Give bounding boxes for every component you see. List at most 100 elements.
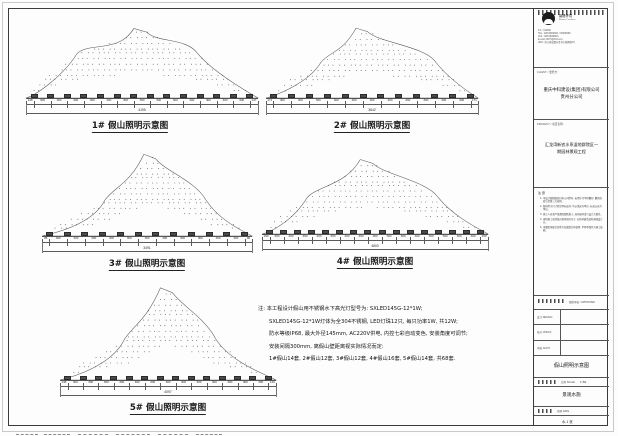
underwater-light-fixture	[287, 94, 295, 98]
extension-line	[276, 386, 277, 397]
dimension-tick	[144, 382, 146, 390]
overall-dimension-line	[266, 113, 478, 114]
paper-edge	[2, 2, 614, 432]
dimension-segment-label: 300	[414, 233, 420, 238]
signature-role-label: 校对 CHECK	[537, 331, 552, 335]
overall-dimension-label: 4800	[371, 243, 379, 248]
rockery-silhouette	[25, 24, 260, 99]
dimension-segment-label: 300	[405, 97, 411, 102]
dimension-segment-label: 300	[165, 379, 171, 384]
dimension-segment-label: 300	[456, 233, 462, 238]
dimension-tick	[166, 100, 168, 108]
drawing-caption-5: 5# 假山照明示意图	[129, 403, 207, 415]
dimension-segment-label: 171	[471, 97, 477, 102]
ground-line	[262, 234, 488, 235]
client-name-line-1: 重庆中科建设(集团)有限公司	[543, 88, 600, 93]
title-block-phase-row: 景观水施	[534, 387, 609, 407]
dimension-tick	[345, 100, 347, 108]
dimension-tick	[138, 238, 140, 246]
underwater-light-fixture	[467, 94, 475, 98]
dimension-segment-label: 148	[27, 97, 33, 102]
dimension-tick	[325, 236, 327, 244]
dimension-segment-label: 150	[481, 233, 487, 238]
trim-mark	[158, 434, 188, 435]
extension-line	[42, 242, 43, 253]
ground-line	[42, 236, 252, 237]
firm-contact-line: E-mail: dfzf79@163.com	[538, 39, 563, 42]
dimension-tick	[273, 100, 275, 108]
firm-contact-line: FAX.: 028-86398321	[538, 36, 559, 39]
elevation-drawing-1: 148 300 300 300 300 300 300 300 300 300 300 300 300 3…	[25, 24, 260, 133]
rockery-silhouette	[265, 26, 479, 99]
dimension-segment-label: 300	[181, 379, 186, 384]
dimension-segment-label: 300	[88, 379, 94, 384]
underwater-light-fixture	[323, 94, 331, 98]
dimension-segment-label: 300	[89, 97, 95, 102]
notes-line-4: 安装间隔300mm, 离假山壁距离视实际情况而定:	[269, 343, 384, 350]
underwater-light-fixture	[79, 376, 87, 380]
underwater-light-fixture	[234, 376, 242, 380]
dimension-segment-label: 300	[126, 235, 132, 240]
ground-line	[266, 98, 478, 99]
drawing-frame	[8, 8, 608, 426]
overall-dimension-line	[42, 251, 252, 252]
underwater-light-fixture	[45, 232, 53, 236]
client-name-line-2: 贵州分公司	[560, 95, 583, 100]
dimension-tick	[175, 382, 177, 390]
overall-dimension-label: 4195	[138, 107, 146, 112]
dimension-segment-label: 300	[134, 379, 140, 384]
dimension-segment-label: 300	[358, 233, 364, 238]
date-hatch-bar	[538, 409, 554, 413]
underwater-light-fixture	[47, 94, 55, 98]
ground-line	[26, 98, 258, 99]
underwater-light-fixture	[264, 376, 272, 380]
underwater-light-fixture	[163, 94, 171, 98]
dimension-segment-label: 300	[233, 235, 239, 240]
dimension-tick	[410, 236, 412, 244]
dimension-tick	[120, 238, 122, 246]
notes-line-1: 注: 本工程设计假山用不锈钢水下高光灯型号为: SXLED145G-12*1W;	[258, 306, 423, 312]
underwater-light-fixture	[97, 94, 104, 98]
approval-label: 图纸审核 / APPROVED	[569, 300, 595, 304]
underwater-light-fixture	[63, 232, 71, 236]
dimension-tick	[309, 100, 311, 108]
dimension-segment-label: 300	[302, 233, 308, 238]
drawing-caption-1: 1# 假山照明示意图	[91, 121, 169, 133]
drawing-caption-2: 2# 假山照明示意图	[333, 121, 411, 133]
dimension-tick	[363, 100, 365, 108]
underwater-light-fixture	[269, 94, 277, 98]
dimension-segment-label: 300	[351, 97, 357, 102]
dimension-segment-label: 300	[242, 379, 248, 384]
decorative-hatch-bar	[538, 10, 605, 15]
underwater-light-fixture	[172, 376, 180, 380]
dimension-segment-label: 147	[251, 97, 257, 102]
dimension-tick	[398, 100, 400, 108]
firm-contact-line: ADD.: 四川省成都市青羊区锦绣路8号	[538, 42, 576, 45]
underwater-light-fixture	[196, 94, 204, 98]
dimension-segment-label: 300	[372, 233, 378, 238]
scale-hatch-bar	[538, 380, 558, 384]
underwater-light-fixture	[110, 376, 118, 380]
extension-line	[26, 104, 27, 115]
dimension-segment-label: 300	[119, 379, 125, 384]
dimension-chain-line	[262, 240, 488, 241]
dimension-segment-label: 300	[428, 233, 434, 238]
dimension-tick	[283, 236, 285, 244]
dimension-segment-label: 171	[267, 97, 273, 102]
dimension-segment-label: 300	[73, 97, 79, 102]
rockery-silhouette	[261, 158, 490, 235]
dimension-segment-label: 300	[197, 235, 203, 240]
caution-note-item: 施工人员须严格遵照图纸施工, 如有疑问请与设计方联系。	[543, 213, 604, 216]
underwater-light-fixture	[213, 94, 221, 98]
dimension-tick	[269, 236, 271, 244]
notes-line-3: 防水等级IP68, 最大外径145mm, AC220V供电, 内控七彩自动变色,…	[269, 331, 468, 338]
dimension-segment-label: 300	[91, 235, 97, 240]
firm-identity: 巅峰环境 Believe Creations	[559, 13, 575, 21]
underwater-light-fixture	[322, 230, 330, 234]
dimension-tick	[268, 382, 270, 390]
overall-dimension-label: 3642	[368, 107, 376, 112]
dimension-tick	[160, 382, 162, 390]
dimension-tick	[291, 100, 293, 108]
title-block-cautions-row: 注 意 本设计图纸版权归本公司所有, 未经许可不得翻印, 翻用或转让给第三方使用…	[534, 188, 609, 296]
caution-note-list: 本设计图纸版权归本公司所有, 未经许可不得翻印, 翻用或转让给第三方使用。图中所…	[538, 197, 604, 233]
